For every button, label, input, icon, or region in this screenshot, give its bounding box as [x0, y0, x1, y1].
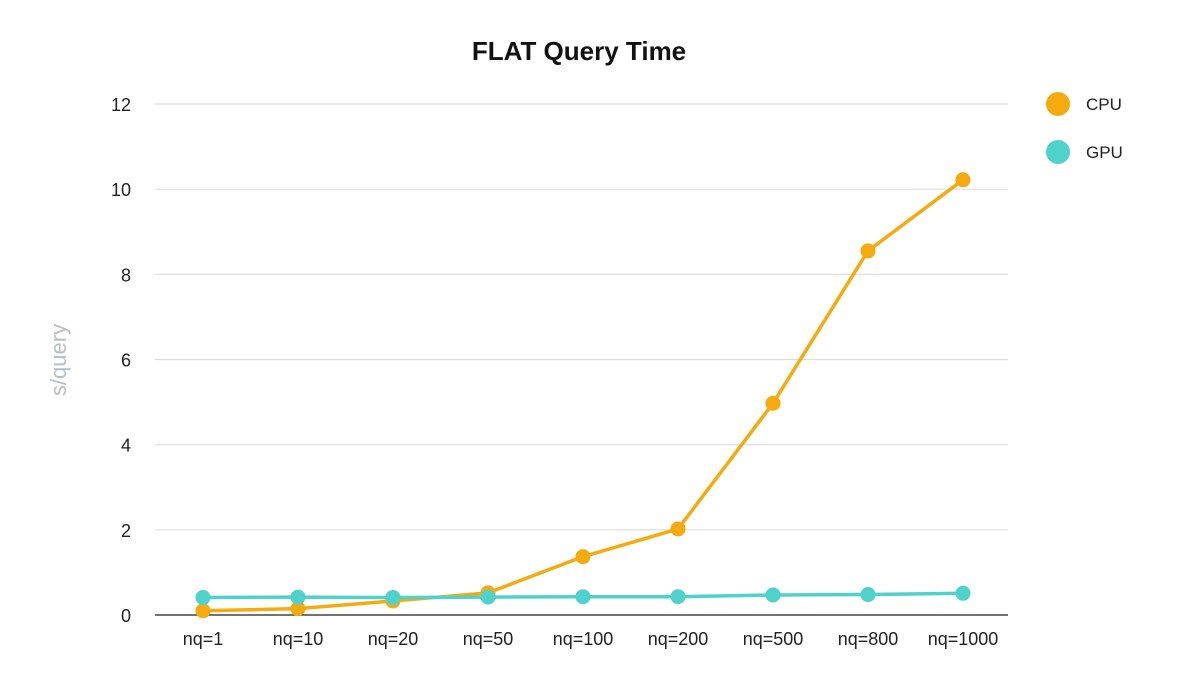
x-tick-label: nq=100	[553, 629, 614, 649]
data-point-gpu	[955, 585, 971, 601]
series-line-cpu	[202, 178, 965, 613]
y-tick-label: 8	[121, 265, 131, 285]
x-tick-label: nq=10	[273, 629, 324, 649]
data-point-gpu	[385, 590, 401, 606]
data-point-cpu	[765, 395, 781, 411]
grid	[155, 103, 1008, 616]
data-point-cpu	[575, 549, 591, 565]
y-tick-label: 2	[121, 521, 131, 541]
y-axis-ticks: 0 2 4 6 8 10 12	[111, 95, 131, 626]
data-point-cpu	[860, 243, 876, 259]
data-point-gpu	[860, 587, 876, 603]
y-tick-label: 6	[121, 351, 131, 371]
data-point-gpu	[290, 589, 306, 605]
data-point-cpu	[955, 172, 971, 188]
legend-marker-gpu	[1046, 140, 1070, 164]
data-point-cpu	[290, 601, 306, 617]
data-point-cpu	[670, 521, 686, 537]
legend-label-gpu: GPU	[1086, 143, 1123, 162]
y-tick-label: 10	[111, 180, 131, 200]
data-point-gpu	[670, 589, 686, 605]
x-tick-label: nq=1	[183, 629, 224, 649]
series-cpu	[195, 172, 971, 619]
x-tick-label: nq=500	[743, 629, 804, 649]
data-point-gpu	[480, 589, 496, 605]
legend: CPU GPU	[1046, 92, 1123, 164]
y-axis-label: s/query	[46, 324, 71, 396]
y-tick-label: 12	[111, 95, 131, 115]
y-tick-label: 4	[121, 436, 131, 456]
legend-label-cpu: CPU	[1086, 95, 1122, 114]
series-group	[195, 172, 971, 619]
legend-marker-cpu	[1046, 92, 1070, 116]
data-point-gpu	[765, 587, 781, 603]
y-tick-label: 0	[121, 606, 131, 626]
x-tick-label: nq=800	[838, 629, 899, 649]
data-point-gpu	[575, 589, 591, 605]
x-axis-ticks: nq=1 nq=10 nq=20 nq=50 nq=100 nq=200 nq=500 nq=…	[183, 629, 999, 649]
series-gpu	[195, 585, 971, 606]
x-tick-label: nq=50	[463, 629, 514, 649]
x-tick-label: nq=1000	[928, 629, 999, 649]
x-tick-label: nq=20	[368, 629, 419, 649]
chart-title: FLAT Query Time	[472, 36, 686, 66]
x-tick-label: nq=200	[648, 629, 709, 649]
data-point-gpu	[195, 590, 211, 606]
data-point-cpu	[195, 603, 211, 619]
